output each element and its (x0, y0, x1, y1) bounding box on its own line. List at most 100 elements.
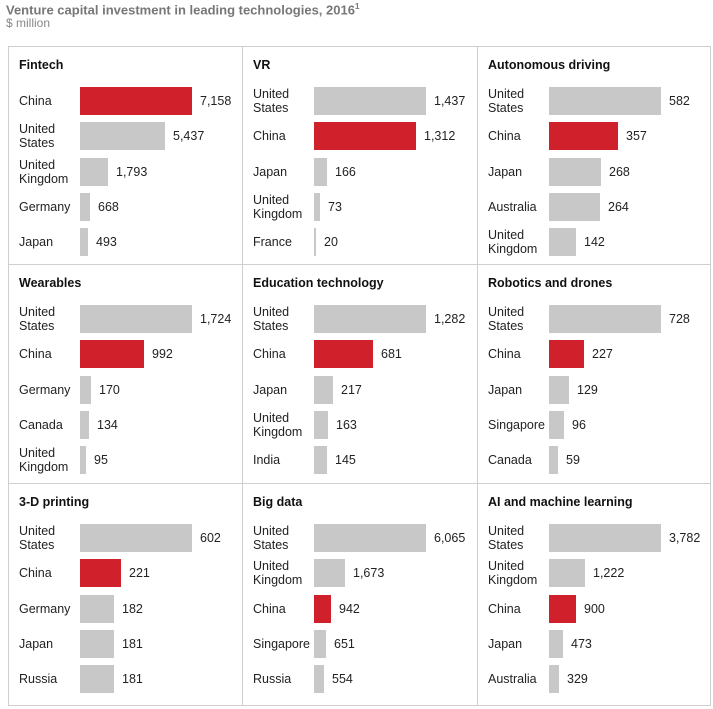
value-label: 221 (129, 566, 150, 580)
value-label: 145 (335, 453, 356, 467)
bar-japan (80, 228, 88, 256)
bar-russia (80, 665, 114, 693)
value-label: 1,312 (424, 129, 456, 143)
category-label: Russia (253, 672, 292, 686)
category-label: Japan (253, 383, 288, 397)
panel-education-technology: Education technology United States 1,282 Chi… (243, 265, 478, 484)
category-label: United Kingdom (19, 158, 69, 186)
category-label: Japan (19, 637, 54, 651)
bar-united-states (549, 305, 661, 333)
bar-japan (314, 158, 327, 186)
value-label: 3,782 (669, 531, 701, 545)
value-label: 20 (324, 235, 338, 249)
value-label: 473 (571, 637, 592, 651)
bar-united-states (80, 305, 192, 333)
category-label: United Kingdom (19, 446, 69, 474)
chart-title-text: Venture capital investment in leading te… (6, 2, 355, 18)
bar-germany (80, 193, 90, 221)
bar-china (549, 340, 584, 368)
category-label: United States (488, 524, 525, 552)
value-label: 651 (334, 637, 355, 651)
category-label: United Kingdom (253, 411, 303, 439)
category-label: Canada (488, 453, 532, 467)
category-label: France (253, 235, 292, 249)
bar-china (549, 122, 618, 150)
value-label: 1,793 (116, 165, 148, 179)
category-label: United States (19, 122, 56, 150)
panel-fintech: Fintech China 7,158 United States 5,437 United… (8, 46, 243, 265)
value-label: 1,222 (593, 566, 625, 580)
bar-united-kingdom (80, 158, 108, 186)
panel-title: Robotics and drones (488, 276, 613, 290)
panel-title: Big data (253, 495, 303, 509)
category-label: Japan (488, 165, 523, 179)
category-label: Canada (19, 418, 63, 432)
category-label: United Kingdom (253, 559, 303, 587)
bar-china (549, 595, 576, 623)
value-label: 217 (341, 383, 362, 397)
bar-united-kingdom (549, 559, 585, 587)
category-label: Singapore (488, 418, 545, 432)
value-label: 602 (200, 531, 221, 545)
value-label: 329 (567, 672, 588, 686)
value-label: 268 (609, 165, 630, 179)
value-label: 95 (94, 453, 108, 467)
category-label: United States (488, 305, 525, 333)
category-label: China (253, 129, 286, 143)
category-label: United Kingdom (253, 193, 303, 221)
bar-japan (549, 158, 601, 186)
footnote-mark: 1 (354, 2, 360, 11)
bar-united-kingdom (314, 559, 345, 587)
category-label: Australia (488, 672, 537, 686)
bar-united-kingdom (549, 228, 576, 256)
bar-united-kingdom (80, 446, 86, 474)
category-label: United States (253, 524, 290, 552)
value-label: 357 (626, 129, 647, 143)
category-label: United States (19, 305, 56, 333)
category-label: Japan (253, 165, 288, 179)
category-label: India (253, 453, 281, 467)
bar-china (80, 559, 121, 587)
bar-canada (80, 411, 89, 439)
category-label: China (19, 566, 52, 580)
value-label: 668 (98, 200, 119, 214)
bar-united-states (549, 87, 661, 115)
category-label: United Kingdom (488, 228, 538, 256)
value-label: 1,673 (353, 566, 385, 580)
bar-japan (549, 376, 569, 404)
category-label: China (488, 129, 521, 143)
value-label: 129 (577, 383, 598, 397)
bar-russia (314, 665, 324, 693)
panel-title: AI and machine learning (488, 495, 633, 509)
bar-china (314, 122, 416, 150)
category-label: Germany (19, 383, 71, 397)
category-label: China (19, 94, 52, 108)
value-label: 900 (584, 602, 605, 616)
panel-title: Autonomous driving (488, 58, 611, 72)
value-label: 73 (328, 200, 342, 214)
value-label: 992 (152, 347, 173, 361)
panel-title: Education technology (253, 276, 384, 290)
category-label: China (488, 602, 521, 616)
bar-china (314, 595, 331, 623)
value-label: 1,724 (200, 312, 232, 326)
value-label: 227 (592, 347, 613, 361)
panel-title: 3-D printing (19, 495, 90, 509)
panel-title: Fintech (19, 58, 64, 72)
category-label: China (19, 347, 52, 361)
value-label: 681 (381, 347, 402, 361)
value-label: 170 (99, 383, 120, 397)
bar-united-states (549, 524, 661, 552)
unit-label: $ million (6, 16, 51, 30)
bar-germany (80, 595, 114, 623)
panel-3-d-printing: 3-D printing United States 602 China 221 Germa… (8, 484, 243, 706)
category-label: United States (253, 87, 290, 115)
panel-big-data: Big data United States 6,065 United Kingdom 1,… (243, 484, 478, 706)
bar-australia (549, 665, 559, 693)
value-label: 181 (122, 637, 143, 651)
bar-united-kingdom (314, 411, 328, 439)
bar-canada (549, 446, 558, 474)
panel-robotics-and-drones: Robotics and drones United States 728 China 2… (478, 265, 711, 484)
panel-vr: VR United States 1,437 China 1,312 Japan 166 Uni… (243, 46, 478, 265)
value-label: 59 (566, 453, 580, 467)
